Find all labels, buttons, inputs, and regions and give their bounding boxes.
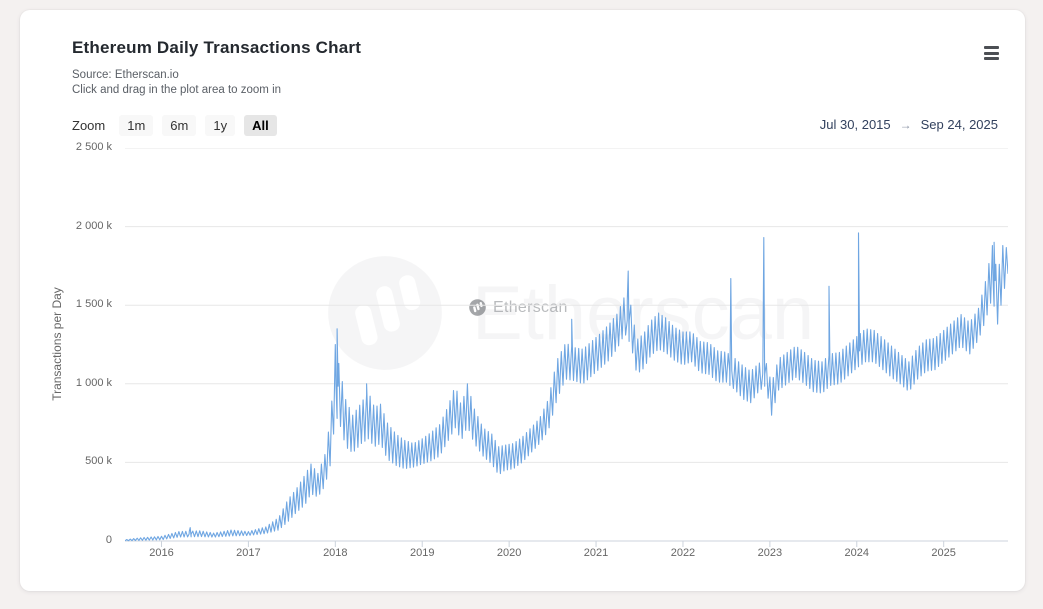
hamburger-icon: [983, 57, 999, 60]
transactions-series-line: [125, 232, 1008, 542]
x-axis-tick-label: 2024: [844, 547, 869, 559]
chart-title: Ethereum Daily Transactions Chart: [72, 38, 362, 57]
chart-card: Ethereum Daily Transactions Chart Source…: [20, 10, 1025, 591]
y-axis-tick-label: 500 k: [85, 455, 112, 468]
x-axis-tick-label: 2022: [670, 547, 696, 559]
hamburger-icon: [983, 46, 999, 49]
x-axis-tick-label: 2019: [409, 547, 435, 559]
hamburger-icon: [983, 51, 999, 55]
y-axis-tick-label: 1 000 k: [75, 376, 112, 389]
zoom-label: Zoom: [72, 117, 106, 133]
y-axis-title: Transactions per Day: [50, 287, 64, 401]
arrow-right-icon: →: [899, 117, 912, 132]
range-button-6m[interactable]: 6m: [162, 114, 197, 136]
x-axis-tick-label: 2025: [931, 547, 956, 559]
range-button-1m[interactable]: 1m: [119, 114, 154, 136]
x-axis-tick-label: 2016: [149, 547, 174, 559]
plot-area[interactable]: [125, 148, 1008, 548]
range-button-1y[interactable]: 1y: [205, 114, 236, 136]
date-range: Jul 30, 2015 → Sep 24, 2025: [820, 117, 998, 132]
range-button-all[interactable]: All: [244, 114, 277, 136]
y-axis-tick-label: 1 500 k: [75, 298, 112, 311]
x-axis-tick-label: 2018: [323, 547, 348, 559]
y-axis-tick-label: 2 500 k: [75, 141, 112, 153]
chart-hint: Click and drag in the plot area to zoom …: [72, 84, 282, 96]
date-range-from: Jul 30, 2015: [819, 117, 891, 132]
y-axis-tick-label: 0: [105, 534, 112, 546]
x-axis-tick-label: 2021: [583, 547, 609, 559]
chart-source: Source: Etherscan.io: [72, 69, 179, 81]
y-axis-tick-label: 2 000 k: [75, 219, 112, 232]
plot-wrap: Etherscan Etherscan Transactions per Day…: [20, 10, 1025, 591]
zoom-toolbar: Zoom 1m 6m 1y All: [72, 114, 286, 136]
date-range-to: Sep 24, 2025: [920, 117, 998, 132]
x-axis-tick-label: 2023: [757, 547, 783, 559]
x-axis-tick-label: 2017: [236, 547, 261, 559]
chart-context-menu-button[interactable]: [978, 40, 1004, 66]
range-buttons: 1m 6m 1y All: [119, 114, 285, 136]
x-axis-tick-label: 2020: [496, 547, 522, 559]
